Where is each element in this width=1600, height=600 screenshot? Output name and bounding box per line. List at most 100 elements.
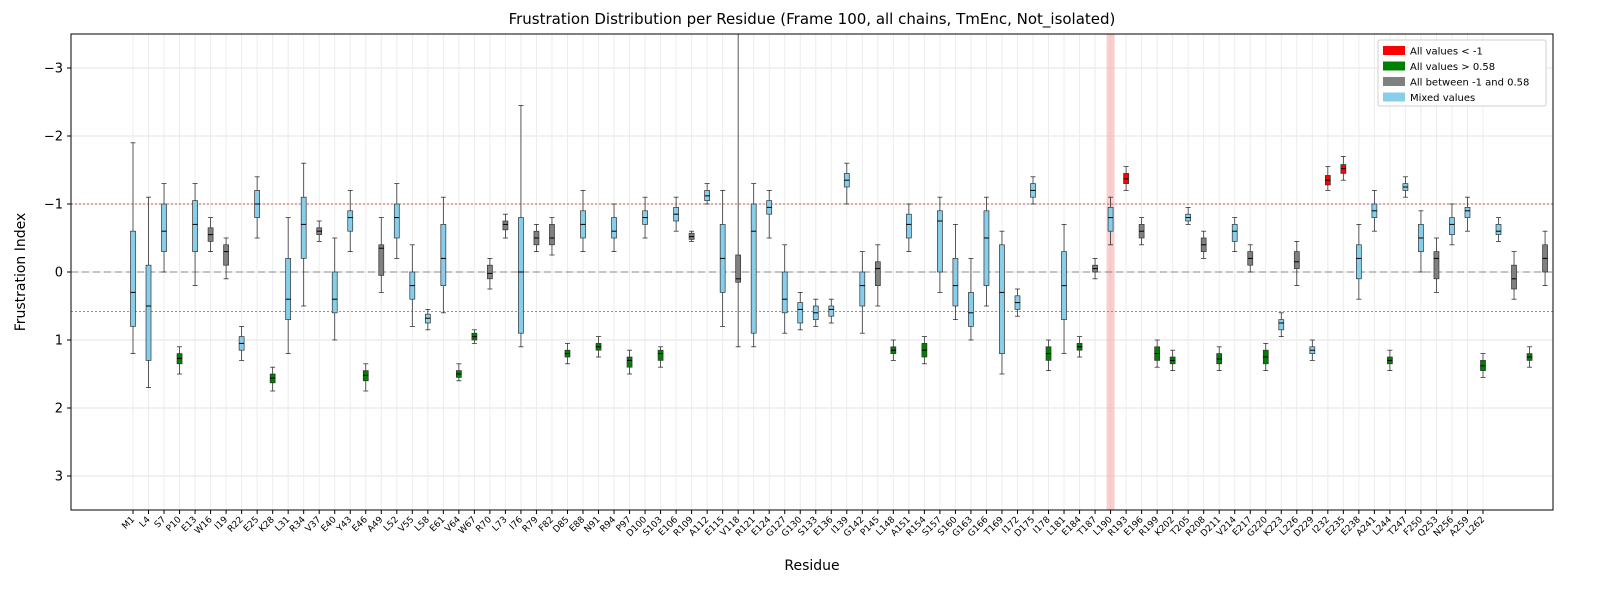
box-E136	[828, 298, 835, 324]
box-body	[626, 356, 633, 368]
box-E235	[1340, 155, 1347, 181]
box-V118	[735, 33, 742, 348]
box-body	[502, 220, 509, 231]
box-E106	[673, 196, 679, 232]
box-V64	[456, 363, 462, 382]
box-T205	[1185, 206, 1192, 225]
box-K223	[1278, 312, 1285, 338]
y-axis-title: Frustration Index	[13, 213, 29, 332]
y-axis-ticks: −3 −2 −1 0 1 2 3	[44, 62, 71, 485]
box-body	[983, 210, 990, 286]
x-tick-label: R79	[521, 515, 541, 535]
box-S133	[812, 298, 819, 327]
box-W16	[207, 217, 214, 253]
box-S160	[952, 223, 959, 321]
legend-label: All values < -1	[1410, 47, 1483, 58]
box-L244	[1387, 349, 1393, 372]
box-body	[300, 196, 307, 259]
x-tick-label: P10	[165, 515, 184, 534]
box-L262	[1480, 353, 1486, 378]
box-D85	[564, 342, 571, 365]
box-body	[161, 203, 167, 252]
box-body	[906, 213, 912, 239]
x-tick-label: R34	[288, 515, 308, 535]
box-body	[223, 244, 229, 266]
box-N91	[595, 336, 602, 358]
chart-title: Frustration Distribution per Residue (Fr…	[509, 10, 1116, 29]
box-body	[657, 349, 664, 361]
box-E115	[719, 189, 726, 327]
x-tick-label: K28	[257, 515, 277, 535]
box-body	[378, 244, 385, 276]
box-body	[859, 271, 866, 307]
x-axis-ticks: M1 L4 S7P10E13W16I19R22E25K28L31R34V37E40Y…	[121, 510, 1487, 539]
box-I178	[1045, 339, 1052, 372]
y-tick-label: 1	[55, 334, 63, 349]
x-tick-label: W16	[193, 515, 215, 537]
box-A259	[1464, 196, 1471, 232]
legend-swatch	[1383, 61, 1405, 71]
box-L181	[1061, 223, 1067, 355]
box-I172	[1014, 288, 1021, 317]
box-S103	[657, 346, 664, 368]
box-L190	[1107, 196, 1114, 246]
box-E238	[1356, 223, 1362, 300]
box-L52	[393, 183, 400, 259]
x-tick-label: V55	[397, 515, 417, 535]
box-body	[937, 210, 943, 273]
box-P97	[626, 349, 633, 375]
box-G130	[797, 291, 804, 331]
box-body	[393, 203, 400, 239]
box-L226	[1293, 240, 1300, 287]
box-undefined	[1526, 346, 1533, 368]
box-body	[611, 217, 617, 239]
box-body	[1107, 207, 1114, 232]
box-body	[874, 261, 881, 286]
box-undefined	[1495, 217, 1502, 242]
x-tick-label: E46	[351, 515, 370, 534]
legend-frame	[1377, 39, 1547, 107]
box-body	[1356, 244, 1362, 280]
x-tick-label: L73	[491, 515, 510, 534]
box-G142	[859, 251, 866, 334]
legend-swatch	[1383, 92, 1405, 102]
box-E88	[580, 189, 586, 253]
box-E25	[254, 176, 260, 239]
box-L31	[285, 217, 292, 355]
box-body	[1231, 224, 1238, 242]
y-tick-label: 2	[55, 402, 63, 417]
box-I139	[843, 162, 850, 205]
box-body	[1449, 217, 1455, 235]
box-K202	[1169, 349, 1176, 372]
box-body	[331, 271, 338, 314]
box-I76	[518, 105, 524, 348]
box-N256	[1449, 203, 1455, 246]
box-R199	[1154, 339, 1160, 368]
x-tick-label: E25	[242, 515, 261, 534]
box-D175	[1030, 176, 1036, 205]
box-undefined	[1511, 251, 1517, 300]
legend-label: All between -1 and 0.58	[1410, 78, 1529, 89]
legend-label: All values > 0.58	[1410, 62, 1495, 73]
x-tick-label: A49	[366, 515, 386, 535]
box-A112	[704, 183, 710, 205]
box-body	[1464, 207, 1471, 218]
box-D229	[1309, 339, 1316, 361]
box-L73	[502, 213, 509, 239]
box-body	[735, 254, 742, 283]
box-R70	[487, 257, 493, 290]
box-body	[999, 244, 1005, 354]
legend: All values < -1 All values > 0.58 All betw…	[1377, 39, 1547, 107]
box-body	[518, 217, 524, 334]
box-I232	[1324, 166, 1331, 191]
box-S7	[161, 183, 167, 273]
box-G127	[781, 244, 788, 334]
box-R34	[300, 162, 307, 307]
box-body	[1433, 251, 1440, 280]
y-tick-label: 0	[55, 266, 63, 281]
box-E40	[331, 237, 338, 341]
box-M1	[130, 142, 136, 355]
box-I19	[223, 237, 229, 280]
box-V214	[1231, 217, 1238, 253]
box-body	[1511, 264, 1517, 290]
